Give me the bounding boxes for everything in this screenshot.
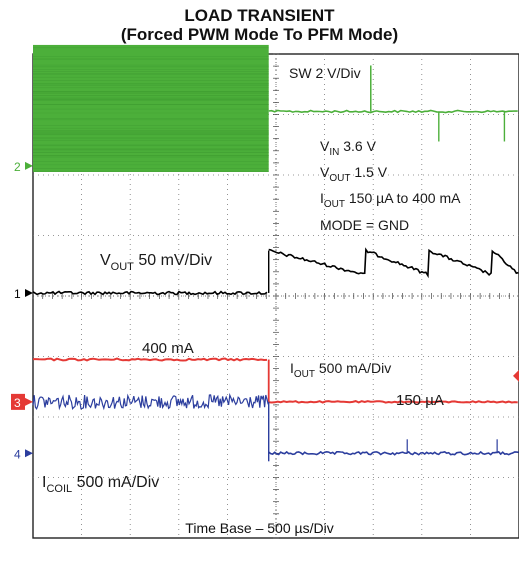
traces	[32, 44, 519, 462]
channel-1-marker-arrow	[25, 288, 33, 297]
vout-channel-label: VOUT 50 mV/Div	[100, 252, 212, 273]
sw-channel-label: SW 2 V/Div	[289, 65, 361, 81]
condition-mode: MODE = GND	[320, 217, 409, 233]
channel-3-marker-box	[11, 393, 25, 410]
channel-2-marker-label: 2	[14, 160, 21, 174]
chart-subtitle: (Forced PWM Mode To PFM Mode)	[120, 25, 399, 44]
condition-vout: VOUT 1.5 V	[320, 164, 388, 184]
channel-1-marker-label: 1	[14, 287, 21, 301]
iout-channel-label: IOUT 500 mA/Div	[290, 360, 391, 380]
annotations: SW 2 V/Div VIN 3.6 V VOUT 1.5 V IOUT 150…	[42, 65, 461, 495]
channel-3-marker-arrow	[25, 397, 33, 406]
channel-4-marker-arrow	[25, 449, 33, 458]
iout-trace-before	[33, 357, 268, 362]
iout-after-value: 150 µA	[396, 392, 444, 409]
channel-4-marker-label: 4	[14, 447, 21, 461]
channel-markers: 2 1 3 4	[11, 160, 33, 461]
icoil-channel-label: ICOIL 500 mA/Div	[42, 474, 159, 495]
condition-iout: IOUT 150 µA to 400 mA	[320, 190, 461, 210]
condition-vin: VIN 3.6 V	[320, 138, 377, 158]
chart-title: LOAD TRANSIENT	[184, 6, 335, 25]
x-axis-label: Time Base – 500 µs/Div	[185, 520, 334, 536]
channel-2-marker-arrow	[25, 161, 33, 170]
vout-trace-after	[268, 247, 519, 279]
vout-trace-before	[32, 290, 268, 296]
icoil-trace-after	[268, 450, 519, 456]
iout-trace-after	[268, 400, 518, 404]
sw-pfm-trace	[268, 109, 518, 114]
iout-before-value: 400 mA	[142, 340, 194, 357]
icoil-trace-before	[32, 392, 269, 411]
channel-3-marker-label: 3	[14, 396, 21, 410]
trigger-level-marker	[513, 369, 519, 382]
sw-pwm-band	[33, 44, 269, 172]
